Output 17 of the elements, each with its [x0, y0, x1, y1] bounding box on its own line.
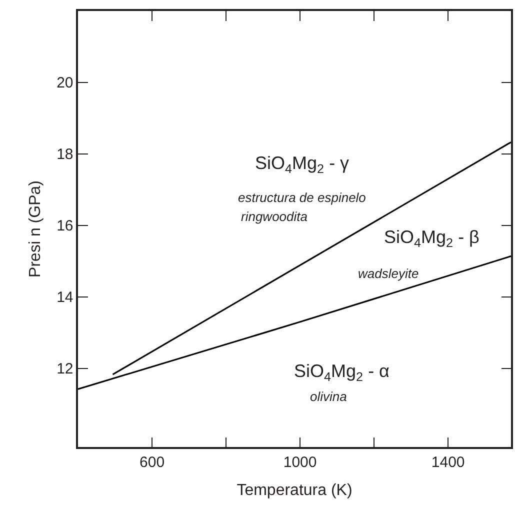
annotation: SiO$_{4}$Mg$_{2}$ - γ: [255, 153, 350, 176]
annotation: estructura de espinelo: [238, 190, 366, 205]
y-tick-label: 12: [56, 360, 74, 378]
x-axis-title: Temperatura (K): [236, 482, 352, 499]
y-axis-title: Presi n (GPa): [26, 180, 44, 278]
annotation: wadsleyite: [358, 266, 419, 281]
y-tick-label: 20: [56, 74, 74, 92]
annotation: olivina: [310, 389, 347, 404]
y-tick-label: 14: [56, 289, 74, 306]
annotation: ringwoodita: [241, 209, 308, 224]
annotation: SiO$_{4}$Mg$_{2}$ - α: [294, 361, 390, 384]
y-tick-label: 16: [56, 218, 74, 235]
y-tick-label: 18: [56, 146, 74, 164]
annotation: SiO$_{4}$Mg$_{2}$ - β: [384, 227, 480, 250]
x-tick-label: 600: [140, 454, 165, 471]
x-tick-label: 1000: [283, 454, 317, 471]
x-tick-label: 1400: [431, 454, 465, 471]
